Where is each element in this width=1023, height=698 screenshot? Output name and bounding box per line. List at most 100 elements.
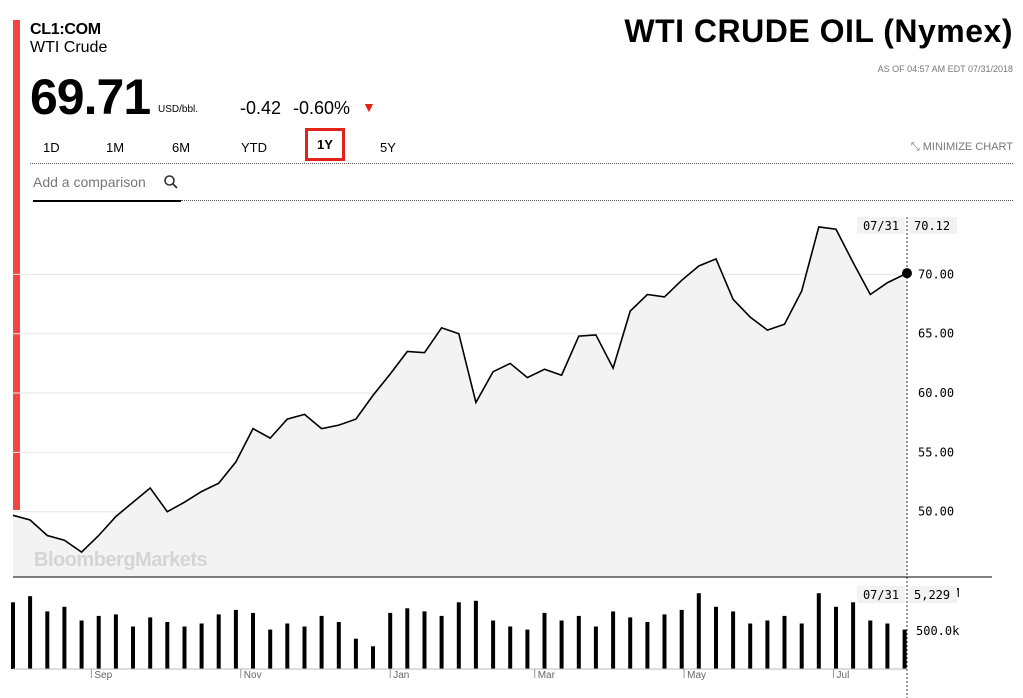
volume-bar xyxy=(113,614,118,669)
volume-bar xyxy=(679,609,684,669)
volume-bar xyxy=(268,629,273,669)
last-point-marker[interactable] xyxy=(902,268,912,279)
volume-bar xyxy=(473,600,478,670)
volume-bar xyxy=(662,614,667,669)
volume-bar xyxy=(62,606,67,669)
volume-bar xyxy=(96,615,101,669)
accent-bar xyxy=(13,20,20,510)
range-tab-6m[interactable]: 6M xyxy=(172,140,191,155)
volume-bar xyxy=(593,626,598,669)
price-unit: USD/bbl. xyxy=(158,104,199,115)
volume-bar xyxy=(251,612,255,669)
crosshair-value: 70.12 xyxy=(914,219,950,233)
volume-bar xyxy=(79,620,84,669)
price-area xyxy=(13,226,907,577)
volume-bar xyxy=(525,629,530,669)
comparison-search[interactable]: Add a comparison xyxy=(33,172,181,202)
volume-bar xyxy=(748,623,753,669)
crosshair-value-box xyxy=(909,217,957,234)
ticker-symbol: CL1:COM xyxy=(30,21,101,38)
x-axis-tick-label: Nov xyxy=(244,670,262,681)
instrument-name: WTI Crude xyxy=(30,39,108,56)
volume-crosshair-value-box xyxy=(909,586,957,603)
price-axis-tick-label: 60.00 xyxy=(918,386,954,400)
range-tab-1d[interactable]: 1D xyxy=(43,140,60,155)
volume-bar xyxy=(731,611,736,669)
divider xyxy=(181,200,1013,201)
volume-bar xyxy=(816,593,821,669)
range-tab-5y[interactable]: 5Y xyxy=(380,140,396,155)
x-axis-tick-label: May xyxy=(687,670,706,681)
minimize-icon: ⤡ xyxy=(910,141,920,153)
x-axis-tick-label: Jul xyxy=(837,670,850,681)
volume-bar xyxy=(645,622,650,669)
volume-bar xyxy=(285,623,290,669)
volume-bar xyxy=(439,615,444,669)
volume-bar xyxy=(182,626,187,669)
divider xyxy=(30,163,1013,164)
volume-crosshair-date: 07/31 xyxy=(863,588,899,602)
x-axis-tick-label: Sep xyxy=(94,670,112,681)
volume-crosshair-date-box xyxy=(857,586,905,603)
volume-bar xyxy=(336,622,341,669)
volume-axis-tick-label: 500.0k xyxy=(916,624,960,638)
volume-bar xyxy=(456,602,461,669)
page-headline: WTI CRUDE OIL (Nymex) xyxy=(624,13,1013,49)
volume-bar xyxy=(388,612,393,669)
crosshair-date: 07/31 xyxy=(863,219,899,233)
volume-bar xyxy=(216,614,221,669)
volume-bar xyxy=(885,623,890,669)
volume-bar xyxy=(851,602,856,669)
down-arrow-icon: ▼ xyxy=(362,99,376,115)
minimize-label: MINIMIZE CHART xyxy=(922,141,1013,153)
x-axis-tick-label: Jan xyxy=(393,670,409,681)
volume-bar xyxy=(302,626,307,669)
volume-bar xyxy=(405,608,410,669)
volume-bar xyxy=(508,626,513,669)
volume-bar xyxy=(542,612,547,669)
volume-bar xyxy=(45,611,50,669)
price-axis-tick-label: 50.00 xyxy=(918,505,954,519)
volume-bar xyxy=(765,620,770,669)
price-axis-tick-label: 55.00 xyxy=(918,445,954,459)
volume-crosshair-value: 5,229 xyxy=(914,588,950,602)
minimize-chart-button[interactable]: ⤡ MINIMIZE CHART xyxy=(911,141,1013,154)
comparison-placeholder: Add a comparison xyxy=(33,174,146,190)
volume-bar xyxy=(834,606,838,669)
volume-bar xyxy=(199,623,204,669)
volume-bar xyxy=(611,611,616,669)
price-change: -0.42 xyxy=(240,98,282,118)
last-price: 69.71 xyxy=(30,69,151,125)
volume-bar xyxy=(371,646,375,670)
range-tab-ytd[interactable]: YTD xyxy=(241,140,267,155)
volume-bar xyxy=(696,593,701,669)
volume-bar xyxy=(559,620,564,669)
volume-bar xyxy=(233,609,238,669)
as-of-timestamp: AS OF 04:57 AM EDT 07/31/2018 xyxy=(877,64,1013,74)
volume-bar xyxy=(148,617,153,669)
volume-bar xyxy=(319,615,324,669)
volume-bar xyxy=(868,620,873,669)
crosshair-date-box xyxy=(857,217,905,234)
watermark: BloombergMarkets xyxy=(34,549,208,571)
volume-bar xyxy=(628,617,633,669)
volume-bar xyxy=(353,638,358,669)
range-tab-1y[interactable]: 1Y xyxy=(305,128,345,161)
volume-bar xyxy=(782,615,787,669)
x-axis-tick-label: Mar xyxy=(538,670,556,681)
price-axis-tick-label: 70.00 xyxy=(918,267,954,281)
volume-bar xyxy=(165,622,170,669)
volume-bar xyxy=(576,615,581,669)
volume-bar xyxy=(714,606,718,669)
price-line xyxy=(12,226,908,554)
price-change-percent: -0.60% xyxy=(293,98,351,118)
range-tab-1m[interactable]: 1M xyxy=(106,140,125,155)
volume-bar xyxy=(799,623,804,669)
search-icon[interactable] xyxy=(163,174,179,190)
volume-bar xyxy=(902,629,907,669)
volume-bar xyxy=(11,602,15,669)
volume-bar xyxy=(28,596,33,669)
price-axis-tick-label: 65.00 xyxy=(918,327,954,341)
volume-bar xyxy=(131,626,135,669)
